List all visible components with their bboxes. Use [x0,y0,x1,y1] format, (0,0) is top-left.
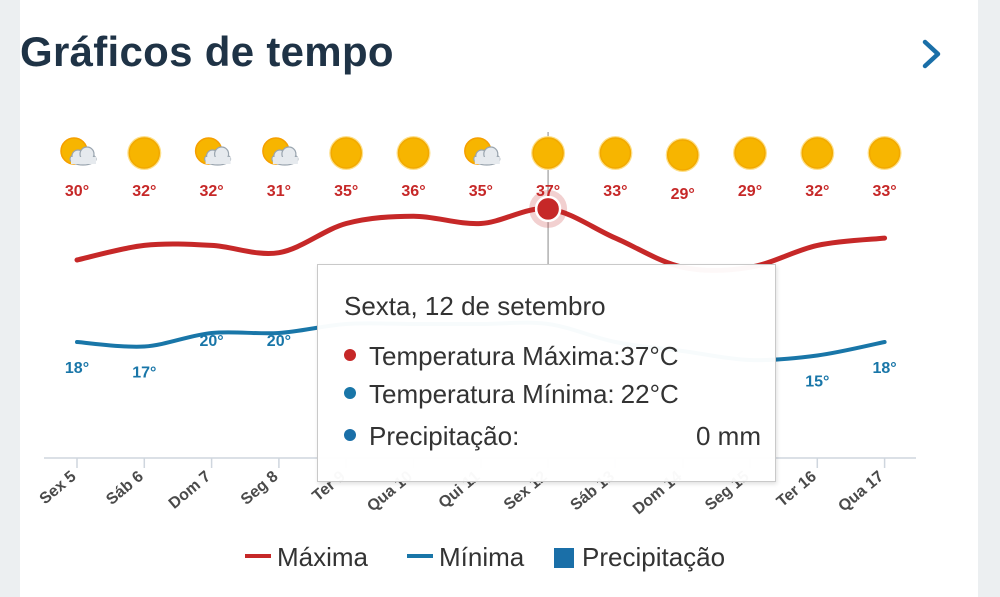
sun-icon [665,138,700,172]
sun-shape [801,137,834,169]
partly-cloudy-icon [60,137,97,166]
x-tick-label: Sáb 6 [103,468,147,509]
legend-item-max[interactable]: Máxima [245,542,368,573]
sun-icon [127,136,162,170]
sun-shape [330,137,362,169]
tooltip-row-precip: Precipitação: 0 mm [344,421,761,452]
x-tick-label: Ter 16 [774,468,820,511]
cloud-fill [272,157,298,164]
min-temp-label: 17° [132,365,156,382]
cloud-fill [205,157,231,164]
min-temp-label: 20° [199,333,223,350]
min-temp-label: 18° [872,360,896,377]
x-tick-label: Sex 5 [37,468,80,508]
sun-icon [598,136,633,170]
max-temp-label: 32° [805,183,829,200]
max-temp-label: 32° [132,183,156,200]
min-temp-label: 20° [267,333,291,350]
partly-cloudy-icon [464,137,501,166]
tooltip-precip-label: Precipitação: [369,421,520,451]
legend-label-precip: Precipitação [582,542,726,572]
max-temp-label: 29° [738,183,762,200]
tooltip-min-value: 22°C [620,379,679,409]
cloud-fill [474,157,500,164]
max-temp-label: 29° [671,186,695,203]
sun-shape [599,137,632,169]
max-dot-icon [344,349,356,361]
tooltip-max-value: 37°C [620,341,679,371]
tooltip-row-max: Temperatura Máxima:37°C [344,341,679,372]
chevron-right-icon[interactable] [918,38,946,70]
max-temp-label: 30° [65,183,89,200]
legend-label-max: Máxima [277,542,369,572]
max-temp-label: 33° [603,183,627,200]
min-temp-label: 15° [805,374,829,391]
max-temp-label: 32° [199,183,223,200]
max-temp-label: 35° [334,183,358,200]
x-tick-label: Seg 8 [238,468,282,509]
min-dot-icon [344,387,356,399]
partly-cloudy-icon [262,137,299,166]
sun-icon [733,136,767,170]
cloud-fill [71,157,96,164]
sun-shape [666,139,699,171]
x-tick-label: Qua 17 [835,468,887,515]
sun-shape [128,137,161,169]
sun-shape [734,137,766,169]
sun-icon [867,136,902,170]
max-temp-label: 37° [536,183,560,200]
series-line-max [74,206,888,274]
precip-dot-icon [344,429,356,441]
highlight-point-max [534,195,562,223]
page-title: Gráficos de tempo [20,28,394,75]
sun-icon [531,136,566,170]
tooltip-row-min: Temperatura Mínima: 22°C [344,379,679,410]
tooltip-precip-value: 0 mm [696,421,761,451]
chart-tooltip: Sexta, 12 de setembro Temperatura Máxima… [317,264,776,482]
sun-icon [329,136,364,170]
max-temp-label: 36° [401,183,425,200]
tooltip-max-label: Temperatura Máxima: [369,341,621,371]
max-temp-label: 35° [469,183,493,200]
sun-shape [532,137,564,169]
sun-icon [396,136,431,170]
sun-shape [868,137,901,169]
tooltip-date: Sexta, 12 de setembro [344,291,606,321]
partly-cloudy-icon [194,137,232,166]
sun-shape [397,137,430,169]
legend-line-max-icon [245,554,271,558]
legend-square-precip-icon [554,548,574,568]
tooltip-min-label: Temperatura Mínima: [369,379,615,409]
max-temp-label: 33° [872,183,896,200]
legend-label-min: Mínima [439,542,525,572]
max-temp-label: 31° [267,183,291,200]
min-temp-label: 18° [65,360,89,377]
legend-item-precip[interactable]: Precipitação [554,542,725,573]
x-tick-label: Dom 7 [166,468,214,513]
legend-item-min[interactable]: Mínima [407,542,524,573]
legend-line-min-icon [407,554,433,558]
sun-icon [800,136,835,170]
